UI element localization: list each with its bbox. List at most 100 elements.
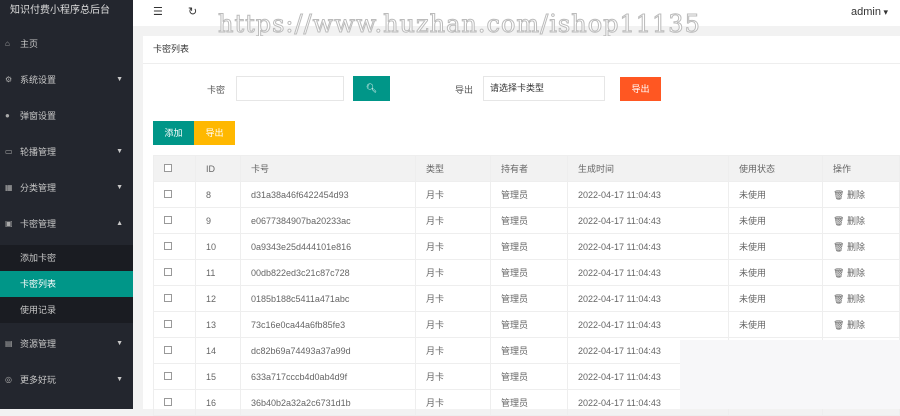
row-checkbox[interactable] <box>164 319 172 328</box>
home-icon: ⌂ <box>5 39 10 48</box>
cell: 未使用 <box>728 233 823 260</box>
cell: 未使用 <box>728 285 823 312</box>
cell: 14 <box>195 337 241 364</box>
chevron-down-icon: ▼ <box>116 184 123 191</box>
cell: 月卡 <box>415 363 491 390</box>
cell: 未使用 <box>728 207 823 234</box>
col-owner: 持有者 <box>490 155 568 182</box>
cell: 13 <box>195 311 241 338</box>
cell: 管理员 <box>490 363 568 390</box>
folder-icon: ▤ <box>5 339 13 348</box>
cell: 月卡 <box>415 311 491 338</box>
cell: 未使用 <box>728 259 823 286</box>
trash-icon: 🗑︎ <box>833 268 845 278</box>
table-row: 8 d31a38a46f6422454d93 月卡 管理员 2022-04-17 11:… <box>153 181 900 208</box>
export-button[interactable]: 导出 <box>620 77 661 101</box>
row-checkbox[interactable] <box>164 189 172 198</box>
cell: 管理员 <box>490 181 568 208</box>
menu-toggle-icon[interactable]: ☰ <box>153 6 163 18</box>
cell: 月卡 <box>415 389 491 416</box>
sidebar-item[interactable]: ▣ 卡密管理 ▲ <box>0 206 133 242</box>
sidebar-item[interactable]: ● 弹窗设置 <box>0 98 133 134</box>
cell: 9 <box>195 207 241 234</box>
card-type-select[interactable]: 请选择卡类型 <box>483 76 605 101</box>
user-menu[interactable]: admin ▾ <box>851 6 888 18</box>
row-checkbox[interactable] <box>164 397 172 406</box>
cell: d31a38a46f6422454d93 <box>240 181 416 208</box>
cell: 管理员 <box>490 389 568 416</box>
cell: 15 <box>195 363 241 390</box>
cell: 月卡 <box>415 285 491 312</box>
sidebar-subitem[interactable]: 使用记录 <box>0 297 133 323</box>
search-icon: 🔍︎ <box>365 83 378 93</box>
trash-icon: 🗑︎ <box>833 242 845 252</box>
delete-button[interactable]: 🗑︎ 删除 <box>833 268 865 278</box>
table-row: 11 00db822ed3c21c87c728 月卡 管理员 2022-04-17 11… <box>153 259 900 286</box>
row-checkbox[interactable] <box>164 241 172 250</box>
cell: 2022-04-17 11:04:43 <box>567 311 729 338</box>
table-row: 12 0185b188c5411a471abc 月卡 管理员 2022-04-17 11… <box>153 285 900 312</box>
cell: 未使用 <box>728 311 823 338</box>
row-checkbox[interactable] <box>164 293 172 302</box>
delete-button[interactable]: 🗑︎ 删除 <box>833 216 865 226</box>
cell: 8 <box>195 181 241 208</box>
image-icon: ▭ <box>5 147 13 156</box>
sidebar-item[interactable]: ▭ 轮播管理 ▼ <box>0 134 133 170</box>
cell: 10 <box>195 233 241 260</box>
chevron-down-icon: ▼ <box>116 148 123 155</box>
trash-icon: 🗑︎ <box>833 190 845 200</box>
cell: 管理员 <box>490 311 568 338</box>
col-id: ID <box>195 155 241 182</box>
delete-button[interactable]: 🗑︎ 删除 <box>833 190 865 200</box>
add-button[interactable]: 添加 <box>153 121 194 145</box>
sidebar-item[interactable]: ▦ 分类管理 ▼ <box>0 170 133 206</box>
sidebar-subitem[interactable]: 卡密列表 <box>0 271 133 297</box>
cell: 月卡 <box>415 207 491 234</box>
cell: 633a717cccb4d0ab4d9f <box>240 363 416 390</box>
refresh-icon[interactable]: ↻ <box>188 6 198 18</box>
search-label: 卡密 <box>207 85 226 95</box>
cell: 2022-04-17 11:04:43 <box>567 285 729 312</box>
sidebar-item[interactable]: ◎ 更多好玩 ▼ <box>0 362 133 398</box>
delete-button[interactable]: 🗑︎ 删除 <box>833 320 865 330</box>
card-search-input[interactable] <box>236 76 344 101</box>
row-checkbox[interactable] <box>164 371 172 380</box>
delete-button[interactable]: 🗑︎ 删除 <box>833 294 865 304</box>
sidebar-item[interactable]: ⚙ 系统设置 ▼ <box>0 62 133 98</box>
sidebar-item[interactable]: ▤ 资源管理 ▼ <box>0 326 133 362</box>
row-checkbox[interactable] <box>164 267 172 276</box>
panel-title: 卡密列表 <box>143 36 900 64</box>
cell: 00db822ed3c21c87c728 <box>240 259 416 286</box>
app-title: 知识付费小程序总后台 <box>10 5 110 16</box>
col-actions: 操作 <box>822 155 900 182</box>
row-checkbox[interactable] <box>164 215 172 224</box>
row-checkbox[interactable] <box>164 345 172 354</box>
cell: 月卡 <box>415 259 491 286</box>
cell: 73c16e0ca44a6fb85fe3 <box>240 311 416 338</box>
circle-icon: ● <box>5 111 10 120</box>
card-icon: ▣ <box>5 219 13 228</box>
cell: 月卡 <box>415 337 491 364</box>
cell: 36b40b2a32a2c6731d1b <box>240 389 416 416</box>
search-button[interactable]: 🔍︎ <box>353 76 390 101</box>
chevron-up-icon: ▲ <box>116 220 123 227</box>
table-row: 13 73c16e0ca44a6fb85fe3 月卡 管理员 2022-04-17 11… <box>153 311 900 338</box>
cell: 管理员 <box>490 285 568 312</box>
export-all-button[interactable]: 导出 <box>194 121 235 145</box>
sidebar-subitem[interactable]: 添加卡密 <box>0 245 133 271</box>
sidebar-item[interactable]: ⌂ 主页 <box>0 26 133 62</box>
select-all-checkbox[interactable] <box>164 163 172 172</box>
cell: 月卡 <box>415 233 491 260</box>
cell: 2022-04-17 11:04:43 <box>567 207 729 234</box>
cell: 16 <box>195 389 241 416</box>
delete-button[interactable]: 🗑︎ 删除 <box>833 242 865 252</box>
overlay <box>680 340 900 409</box>
cell: 11 <box>195 259 241 286</box>
cell: 管理员 <box>490 233 568 260</box>
cell: 管理员 <box>490 259 568 286</box>
chevron-down-icon: ▼ <box>116 376 123 383</box>
trash-icon: 🗑︎ <box>833 294 845 304</box>
sidebar: 知识付费小程序总后台 ⌂ 主页 ⚙ 系统设置 ▼ ● 弹窗设置 ▭ 轮播管理 ▼ ▦ 分类管理 ▼ ▣ 卡密… <box>0 0 133 409</box>
trash-icon: 🗑︎ <box>833 216 845 226</box>
chevron-down-icon: ▼ <box>116 76 123 83</box>
